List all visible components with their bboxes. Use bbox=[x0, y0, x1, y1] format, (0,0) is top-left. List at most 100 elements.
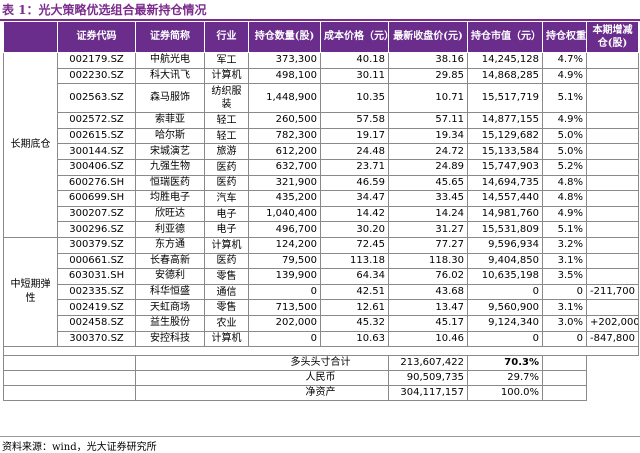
cell-cost: 23.71 bbox=[320, 158, 389, 176]
cell-cost: 45.32 bbox=[320, 314, 389, 332]
cell-cost: 14.42 bbox=[320, 205, 389, 223]
summary-blank bbox=[3, 385, 136, 402]
cell-quantity: 713,500 bbox=[248, 299, 321, 316]
cell-name: 益生股份 bbox=[135, 314, 205, 332]
cell-close: 14.24 bbox=[388, 205, 468, 223]
cell-cost: 46.59 bbox=[320, 174, 389, 192]
cell-change bbox=[586, 190, 639, 207]
spacer-cell bbox=[3, 346, 639, 357]
cell-close: 38.16 bbox=[388, 52, 468, 69]
cell-weight: 3.0% bbox=[542, 314, 587, 332]
cell-market-value: 14,694,735 bbox=[467, 174, 543, 192]
summary-weight: 70.3% bbox=[467, 355, 543, 372]
table-row: 600276.SH 恒瑞医药 医药 321,900 46.59 45.65 14,694,7… bbox=[4, 174, 639, 192]
source-divider bbox=[0, 436, 640, 437]
cell-weight: 0 bbox=[542, 330, 587, 348]
cell-change bbox=[586, 252, 639, 270]
cell-industry: 纺织服装 bbox=[204, 83, 249, 114]
cell-weight: 5.2% bbox=[542, 158, 587, 176]
cell-close: 31.27 bbox=[388, 221, 468, 238]
cell-industry: 零售 bbox=[204, 299, 249, 316]
spacer-row bbox=[3, 346, 639, 357]
cell-quantity: 498,100 bbox=[248, 67, 321, 85]
cell-close: 33.45 bbox=[388, 190, 468, 207]
cell-quantity: 1,040,400 bbox=[248, 205, 321, 223]
summary-label: 净资产 bbox=[135, 385, 389, 402]
cell-close: 45.17 bbox=[388, 314, 468, 332]
cell-close: 24.72 bbox=[388, 143, 468, 160]
cell-code: 300379.SZ bbox=[57, 236, 136, 254]
cell-cost: 57.58 bbox=[320, 112, 389, 129]
cell-market-value: 10,635,198 bbox=[467, 268, 543, 285]
cell-quantity: 632,700 bbox=[248, 158, 321, 176]
source-note: 资料来源：wind，光大证券研究所 bbox=[2, 442, 157, 453]
cell-industry: 旅游 bbox=[204, 143, 249, 160]
cell-close: 77.27 bbox=[388, 236, 468, 254]
cell-cost: 40.18 bbox=[320, 52, 389, 69]
cell-cost: 10.35 bbox=[320, 83, 389, 114]
cell-change bbox=[586, 221, 639, 238]
table-row: 300144.SZ 宋城演艺 旅游 612,200 24.48 24.72 15,133,5… bbox=[4, 143, 639, 160]
cell-industry: 军工 bbox=[204, 52, 249, 69]
summary-blank bbox=[542, 355, 587, 372]
header-name: 证券简称 bbox=[135, 21, 205, 53]
cell-industry: 通信 bbox=[204, 283, 249, 301]
cell-weight: 5.0% bbox=[542, 143, 587, 160]
cell-industry: 计算机 bbox=[204, 330, 249, 348]
header-industry: 行业 bbox=[204, 21, 249, 53]
summary-weight: 100.0% bbox=[467, 385, 543, 402]
cell-change bbox=[586, 205, 639, 223]
cell-market-value: 9,560,900 bbox=[467, 299, 543, 316]
header-market-value: 持仓市值（元） bbox=[467, 21, 543, 53]
cell-market-value: 0 bbox=[467, 330, 543, 348]
cell-code: 002419.SZ bbox=[57, 299, 136, 316]
cell-weight: 4.9% bbox=[542, 112, 587, 129]
cell-cost: 12.61 bbox=[320, 299, 389, 316]
table-row: 中短期弹性 300379.SZ 东方通 计算机 124,200 72.45 77.27 9,5… bbox=[3, 236, 639, 348]
cell-code: 000661.SZ bbox=[57, 252, 136, 270]
cell-close: 57.11 bbox=[388, 112, 468, 129]
cell-quantity: 0 bbox=[248, 283, 321, 301]
table-row: 000661.SZ 长春高新 医药 79,500 113.18 118.30 9,404,8… bbox=[4, 252, 639, 270]
summary-blank bbox=[3, 370, 136, 387]
cell-industry: 计算机 bbox=[204, 67, 249, 85]
table-row: 300207.SZ 欣旺达 电子 1,040,400 14.42 14.24 14,981,… bbox=[4, 205, 639, 223]
cell-close: 13.47 bbox=[388, 299, 468, 316]
cell-market-value: 9,124,340 bbox=[467, 314, 543, 332]
cell-quantity: 782,300 bbox=[248, 127, 321, 145]
cell-industry: 轻工 bbox=[204, 127, 249, 145]
cell-cost: 10.63 bbox=[320, 330, 389, 348]
cell-quantity: 79,500 bbox=[248, 252, 321, 270]
table-row: 603031.SH 安德利 零售 139,900 64.34 76.02 10,635,19… bbox=[4, 268, 639, 285]
table-row: 002563.SZ 森马服饰 纺织服装 1,448,900 10.35 10.71 15,5… bbox=[4, 83, 639, 114]
cell-industry: 汽车 bbox=[204, 190, 249, 207]
summary-label: 人民币 bbox=[135, 370, 389, 387]
header-weight: 持仓权重 bbox=[542, 21, 587, 53]
summary-weight: 29.7% bbox=[467, 370, 543, 387]
summary-blank bbox=[542, 385, 587, 402]
cell-industry: 轻工 bbox=[204, 112, 249, 129]
cell-change bbox=[586, 236, 639, 254]
cell-quantity: 124,200 bbox=[248, 236, 321, 254]
cell-code: 600276.SH bbox=[57, 174, 136, 192]
cell-change bbox=[586, 112, 639, 129]
cell-code: 300144.SZ bbox=[57, 143, 136, 160]
cell-code: 002615.SZ bbox=[57, 127, 136, 145]
cell-cost: 19.17 bbox=[320, 127, 389, 145]
cell-market-value: 15,129,682 bbox=[467, 127, 543, 145]
header-cost: 成本价格（元） bbox=[320, 21, 389, 53]
cell-code: 600699.SH bbox=[57, 190, 136, 207]
cell-close: 19.34 bbox=[388, 127, 468, 145]
cell-name: 长春高新 bbox=[135, 252, 205, 270]
cell-close: 10.46 bbox=[388, 330, 468, 348]
table-row: 长期底仓 002179.SZ 中航光电 军工 373,300 40.18 38.16 14,2… bbox=[3, 52, 639, 238]
holdings-table: 证券代码 证券简称 行业 持仓数量(股) 成本价格（元） 最新收盘价(元) 持仓… bbox=[3, 21, 639, 402]
cell-name: 科大讯飞 bbox=[135, 67, 205, 85]
summary-value: 213,607,422 bbox=[388, 355, 468, 372]
cell-name: 哈尔斯 bbox=[135, 127, 205, 145]
cell-code: 300296.SZ bbox=[57, 221, 136, 238]
cell-change bbox=[586, 83, 639, 114]
cell-cost: 72.45 bbox=[320, 236, 389, 254]
cell-name: 均胜电子 bbox=[135, 190, 205, 207]
cell-change bbox=[586, 67, 639, 85]
